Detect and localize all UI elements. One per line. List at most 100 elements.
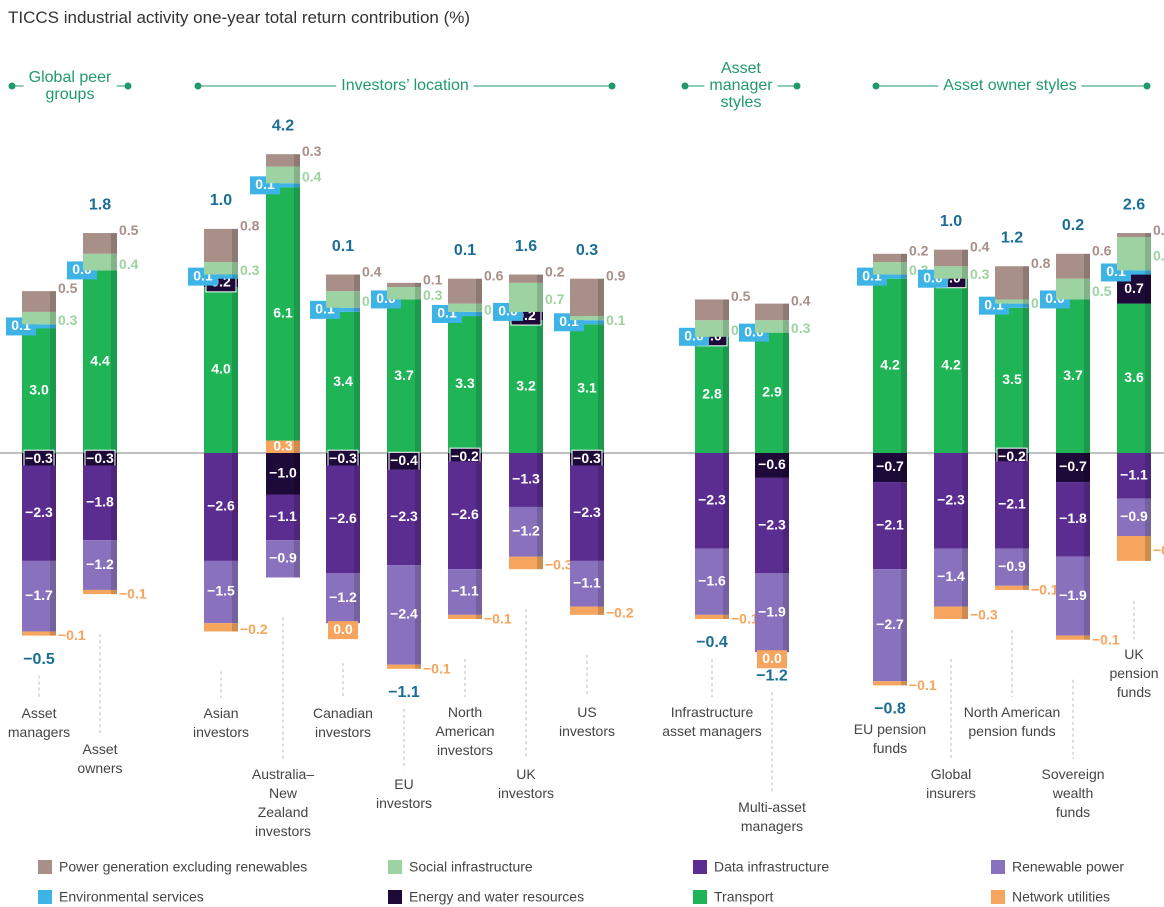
bar-shade <box>50 324 56 329</box>
bar-shade <box>476 461 482 570</box>
bar-shade <box>232 228 238 263</box>
bar-segment <box>22 311 56 325</box>
bar-shade <box>537 453 543 507</box>
bar-shade <box>415 282 421 287</box>
value-label: 3.1 <box>577 379 597 395</box>
value-label: −0.9 <box>269 550 297 566</box>
bar-shade <box>962 548 968 607</box>
bar-shade <box>783 477 789 574</box>
category-label: Infrastructure asset managers <box>662 704 762 739</box>
value-label: −0.1 <box>1031 582 1059 598</box>
bar-segment <box>509 282 543 312</box>
bar-segment <box>387 565 421 665</box>
bar-segment <box>995 585 1029 590</box>
bar-shade <box>537 556 543 570</box>
bar-shade <box>537 506 543 557</box>
bar-shade <box>901 453 907 483</box>
value-label: 0.3 <box>423 287 443 303</box>
category-label: EU pension funds <box>853 721 927 756</box>
category-label: Asset owners <box>77 741 123 776</box>
value-label: −2.4 <box>390 606 418 622</box>
bar-shade <box>783 453 789 478</box>
total-label: 0.1 <box>332 238 354 255</box>
bar-segment <box>266 154 300 167</box>
bar-shade <box>598 320 604 325</box>
total-label: 1.6 <box>515 238 537 255</box>
bar-segment <box>22 631 56 636</box>
bar-shade <box>901 681 907 686</box>
value-label: 3.7 <box>1063 367 1083 383</box>
bar-shade <box>1145 498 1151 536</box>
bar-segment <box>22 328 56 453</box>
value-label: 6.1 <box>273 305 293 321</box>
category-label: North American pension funds <box>963 704 1061 739</box>
total-label: −0.4 <box>696 634 728 651</box>
bar-shade <box>476 278 482 304</box>
bar-segment <box>1117 303 1151 453</box>
value-label: −0.7 <box>1059 458 1087 474</box>
bar-shade <box>232 623 238 632</box>
total-label: −0.5 <box>23 651 55 668</box>
bar-shade <box>111 270 117 453</box>
value-label: 0.4 <box>302 169 322 185</box>
value-label: 0.0 <box>333 621 353 637</box>
bar-shade <box>294 453 300 495</box>
bar-segment <box>387 469 421 566</box>
group-dot <box>124 82 132 90</box>
bar-shade <box>476 614 482 619</box>
total-label: 1.0 <box>940 213 962 230</box>
bar-shade <box>50 311 56 325</box>
value-label: 3.5 <box>1002 371 1022 387</box>
legend-label: Transport <box>714 889 774 905</box>
bar-shade <box>723 299 729 321</box>
bar-segment <box>873 253 907 263</box>
bar-shade <box>1084 278 1090 300</box>
value-label: 0.5 <box>119 222 139 238</box>
label-box <box>757 650 787 669</box>
bar-segment <box>570 606 604 615</box>
value-label: −1.6 <box>698 572 726 588</box>
bar-segment <box>22 560 56 632</box>
bar-shade <box>598 324 604 453</box>
bar-segment <box>755 477 789 574</box>
bar-shade <box>232 560 238 624</box>
bar-segment <box>387 287 421 300</box>
bar-segment <box>387 282 421 287</box>
value-label: −1.9 <box>758 603 786 619</box>
label-box <box>328 621 358 640</box>
total-label: 0.1 <box>454 242 476 259</box>
bar-segment <box>934 266 968 279</box>
bar-segment <box>1056 635 1090 640</box>
bar-shade <box>476 303 482 312</box>
bar-shade <box>232 262 238 275</box>
value-label: −0.9 <box>998 558 1026 574</box>
bar-segment <box>695 548 729 615</box>
group-dot <box>194 82 202 90</box>
value-label: 0.4 <box>791 292 811 308</box>
legend-label: Social infrastructure <box>409 859 533 875</box>
bar-shade <box>598 560 604 607</box>
bar-shade <box>901 278 907 453</box>
group-label: Asset owner styles <box>938 77 1082 94</box>
value-label: 0.3 <box>791 320 811 336</box>
value-label: 3.3 <box>455 375 475 391</box>
value-label: 0.3 <box>970 266 990 282</box>
bar-shade <box>111 540 117 590</box>
bar-shade <box>111 589 117 595</box>
bar-segment <box>266 440 300 453</box>
value-label: −2.7 <box>876 616 904 632</box>
total-label: −1.2 <box>756 667 788 684</box>
bar-segment <box>387 664 421 669</box>
bar-shade <box>783 303 789 321</box>
bar-shade <box>1023 548 1029 586</box>
bar-shade <box>476 316 482 453</box>
total-label: 4.2 <box>272 117 294 134</box>
bar-segment <box>873 274 907 279</box>
value-label: 0.3 <box>240 262 260 278</box>
legend-swatch <box>693 890 707 904</box>
group-dot <box>1143 82 1151 90</box>
value-label: −0.2 <box>998 448 1026 464</box>
bar-segment <box>326 307 360 312</box>
bar-segment <box>448 614 482 619</box>
legend-label: Power generation excluding renewables <box>59 859 307 875</box>
